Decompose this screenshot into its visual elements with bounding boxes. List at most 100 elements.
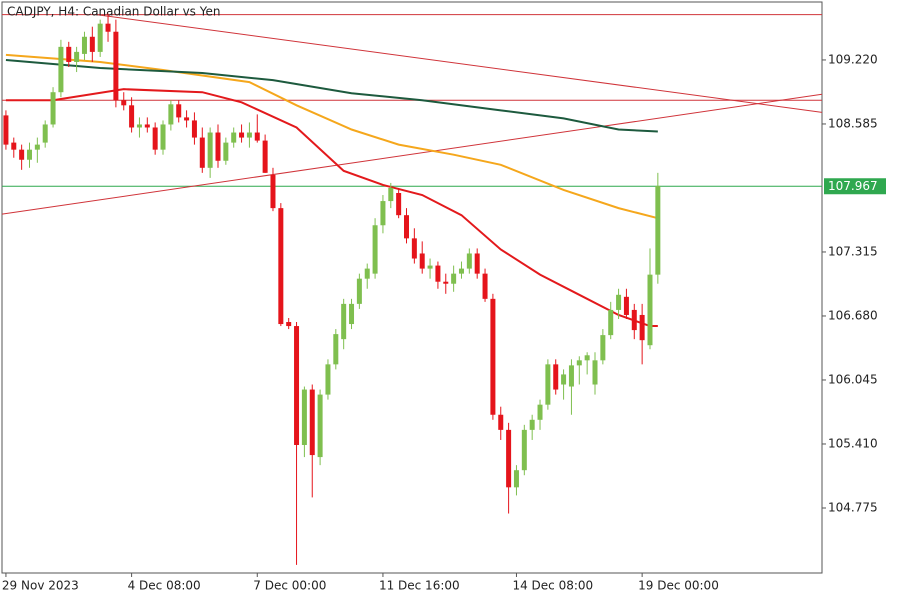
candle-body — [404, 215, 410, 239]
x-tick-label: 29 Nov 2023 — [2, 579, 79, 593]
candle-body — [176, 104, 182, 118]
y-tick-label: 106.680 — [828, 308, 878, 322]
x-tick-label: 19 Dec 00:00 — [638, 579, 719, 593]
candle-body — [341, 303, 347, 340]
candle-body — [372, 225, 378, 274]
candle-body — [655, 185, 661, 275]
candle-body — [223, 142, 229, 161]
candle-body — [576, 360, 582, 366]
candle-body — [616, 294, 622, 310]
candle-body — [50, 92, 56, 125]
candle-body — [356, 278, 362, 304]
trendline — [1, 93, 823, 215]
candle-body — [443, 281, 449, 284]
candle-body — [34, 144, 40, 150]
price-label: 107.967 — [828, 179, 878, 193]
candle-body — [647, 274, 653, 346]
trendline — [96, 14, 823, 113]
candle-body — [191, 120, 197, 138]
candle-body — [600, 335, 606, 361]
candle-body — [466, 253, 472, 269]
candle-body — [521, 429, 527, 471]
candle-body — [97, 23, 103, 52]
candle-body — [144, 124, 150, 128]
candle-body — [482, 273, 488, 299]
y-tick-label: 105.410 — [828, 436, 878, 450]
x-tick-label: 14 Dec 08:00 — [512, 579, 593, 593]
candle-body — [81, 36, 87, 54]
candle-body — [262, 140, 268, 173]
candle-body — [506, 429, 512, 488]
candle-body — [498, 414, 504, 430]
candle-body — [26, 149, 32, 160]
candle-body — [215, 132, 221, 161]
x-tick-label: 11 Dec 16:00 — [379, 579, 460, 593]
candle-body — [325, 364, 331, 395]
candle-body — [364, 268, 370, 279]
candle-body — [545, 364, 551, 405]
candle-body — [74, 51, 80, 62]
price-label-box — [824, 178, 886, 195]
candle-body — [246, 132, 252, 138]
plot-frame — [1, 1, 823, 574]
moving-average — [5, 88, 658, 328]
candle-body — [435, 265, 441, 282]
candle-body — [11, 142, 17, 150]
candle-body — [623, 296, 629, 315]
x-tick-label: 7 Dec 00:00 — [253, 579, 326, 593]
candle-body — [458, 268, 464, 274]
candle-body — [121, 100, 127, 106]
candle-body — [19, 149, 25, 160]
candle-body — [584, 355, 590, 361]
candle-body — [199, 137, 205, 168]
candle-body — [490, 298, 496, 415]
moving-average — [5, 53, 659, 220]
candle-body — [113, 31, 119, 101]
y-tick-label: 107.315 — [828, 244, 878, 258]
candle-body — [301, 389, 307, 445]
candle-body — [380, 201, 386, 226]
candle-body — [592, 360, 598, 385]
candle-body — [309, 389, 315, 456]
candle-body — [207, 132, 213, 168]
candle-body — [270, 174, 276, 209]
candle-body — [239, 132, 245, 138]
x-tick-label: 4 Dec 08:00 — [128, 579, 201, 593]
candle-body — [89, 36, 95, 52]
candle-body — [152, 127, 158, 150]
candle-body — [631, 309, 637, 331]
chart-title: CADJPY, H4: Canadian Dollar vs Yen — [7, 5, 220, 19]
candle-body — [427, 265, 433, 269]
candle-body — [231, 132, 237, 143]
candle-body — [317, 394, 323, 458]
candle-body — [129, 105, 135, 128]
candle-body — [105, 23, 111, 32]
candle-body — [66, 46, 72, 62]
candle-body — [396, 193, 402, 216]
candle-body — [168, 104, 174, 125]
candle-body — [286, 322, 292, 327]
candle-body — [513, 470, 519, 488]
candle-body — [333, 334, 339, 365]
candle-body — [294, 326, 300, 445]
candle-body — [474, 253, 480, 274]
candle-body — [136, 124, 142, 128]
candle-body — [568, 365, 574, 387]
y-tick-label: 109.220 — [828, 52, 878, 66]
candle-body — [419, 253, 425, 269]
candle-body — [278, 208, 284, 325]
candle-body — [42, 124, 48, 143]
candle-body — [3, 115, 9, 145]
candle-body — [411, 238, 417, 259]
y-tick-label: 106.045 — [828, 372, 878, 386]
candle-body — [160, 124, 166, 150]
candle-body — [561, 374, 567, 385]
candle-body — [553, 364, 559, 390]
candle-body — [639, 314, 645, 341]
candle-body — [388, 187, 394, 202]
candle-body — [529, 419, 535, 430]
candle-body — [349, 303, 355, 325]
candle-body — [451, 273, 457, 284]
moving-average — [5, 58, 658, 133]
